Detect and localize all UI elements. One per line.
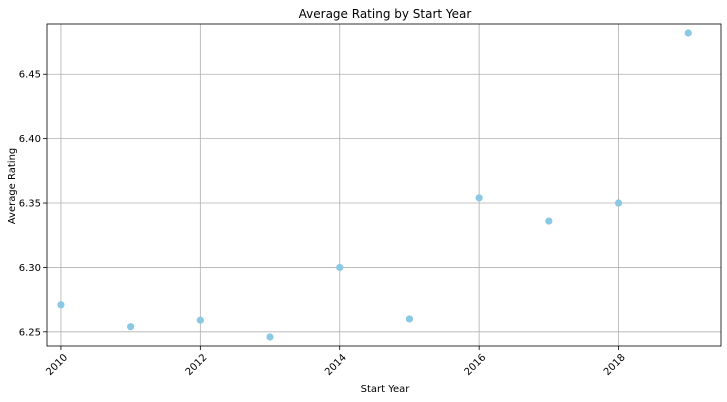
chart-title: Average Rating by Start Year	[299, 7, 472, 21]
y-tick-label: 6.30	[19, 263, 41, 274]
data-point	[684, 29, 692, 37]
data-point	[614, 199, 623, 207]
y-tick-label: 6.40	[19, 134, 41, 145]
grid	[47, 24, 721, 346]
data-point	[336, 263, 344, 272]
data-point	[57, 301, 65, 309]
data-points	[57, 29, 692, 341]
data-point	[266, 333, 274, 341]
y-tick-label: 6.25	[19, 327, 41, 338]
data-point	[475, 194, 483, 202]
x-axis-label: Start Year	[361, 384, 411, 395]
data-point	[545, 217, 553, 225]
data-point	[127, 323, 135, 331]
data-point	[405, 315, 414, 323]
y-axis-ticks: 6.25 6.30 6.35 6.40 6.45	[19, 70, 47, 338]
plot-frame	[46, 23, 722, 347]
data-point	[196, 316, 204, 324]
y-axis-label: Average Rating	[7, 148, 18, 224]
y-tick-label: 6.45	[19, 70, 41, 81]
y-tick-label: 6.35	[19, 199, 41, 210]
